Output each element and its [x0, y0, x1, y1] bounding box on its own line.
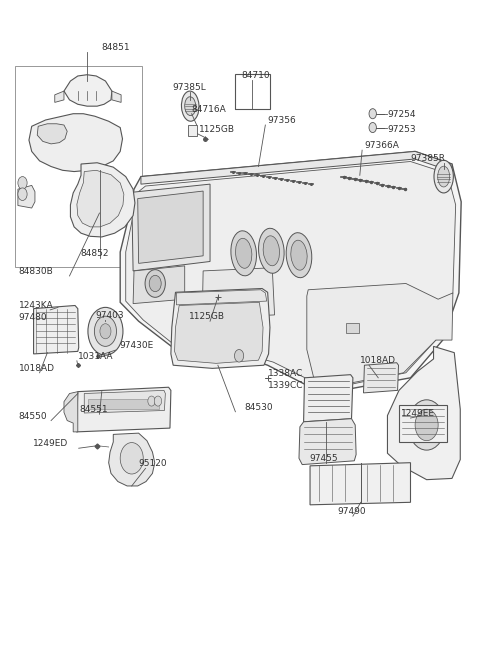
Polygon shape	[303, 375, 353, 422]
Polygon shape	[132, 184, 210, 271]
Bar	[88, 399, 159, 409]
Text: 84530: 84530	[244, 403, 273, 412]
Polygon shape	[18, 185, 35, 208]
Text: 1338AC: 1338AC	[268, 369, 303, 378]
Text: 97490: 97490	[337, 507, 366, 516]
Text: 84851: 84851	[101, 43, 130, 52]
Ellipse shape	[185, 97, 196, 115]
Polygon shape	[120, 151, 461, 390]
Text: 97455: 97455	[310, 455, 338, 463]
Text: 97385L: 97385L	[172, 83, 206, 92]
Polygon shape	[387, 346, 460, 479]
Bar	[188, 125, 197, 136]
Bar	[346, 323, 359, 333]
Text: 1125GB: 1125GB	[189, 312, 225, 321]
Polygon shape	[77, 170, 124, 227]
Text: 1249EE: 1249EE	[401, 409, 435, 418]
Text: 1018AD: 1018AD	[360, 356, 396, 365]
Circle shape	[100, 324, 111, 339]
Polygon shape	[64, 75, 112, 106]
Polygon shape	[76, 387, 171, 432]
Ellipse shape	[291, 240, 307, 270]
Polygon shape	[141, 151, 452, 184]
Polygon shape	[133, 266, 185, 304]
Circle shape	[149, 275, 161, 291]
Text: 84710: 84710	[242, 71, 270, 81]
Text: 1249ED: 1249ED	[33, 440, 68, 448]
Text: 97385R: 97385R	[410, 154, 445, 162]
Polygon shape	[175, 303, 263, 364]
Text: 97254: 97254	[387, 110, 416, 119]
Text: 84852: 84852	[81, 250, 109, 258]
Text: 84550: 84550	[19, 411, 48, 421]
Polygon shape	[138, 191, 203, 263]
Text: 97430E: 97430E	[119, 341, 154, 350]
Circle shape	[408, 400, 445, 450]
Polygon shape	[299, 419, 356, 464]
Text: 1339CC: 1339CC	[268, 381, 303, 390]
Circle shape	[145, 270, 165, 297]
Polygon shape	[37, 124, 67, 144]
Text: 97366A: 97366A	[364, 141, 399, 150]
Polygon shape	[126, 162, 456, 385]
Text: 1018AD: 1018AD	[19, 364, 55, 373]
Text: 1243KA: 1243KA	[19, 301, 53, 310]
Text: 1031AA: 1031AA	[78, 352, 113, 361]
Ellipse shape	[286, 233, 312, 278]
Polygon shape	[310, 462, 410, 505]
Ellipse shape	[236, 238, 252, 269]
Circle shape	[148, 396, 155, 406]
Polygon shape	[34, 305, 79, 354]
Circle shape	[88, 307, 123, 355]
Polygon shape	[177, 290, 267, 305]
Ellipse shape	[438, 166, 450, 187]
Circle shape	[369, 109, 376, 119]
Text: 97480: 97480	[19, 313, 48, 322]
Circle shape	[234, 350, 244, 362]
Circle shape	[95, 316, 117, 346]
Bar	[235, 74, 270, 109]
Circle shape	[369, 122, 376, 132]
Polygon shape	[399, 405, 447, 442]
Text: 95120: 95120	[138, 459, 167, 468]
Polygon shape	[29, 114, 122, 172]
Ellipse shape	[181, 91, 199, 121]
Text: 84551: 84551	[80, 405, 108, 414]
Text: 97356: 97356	[267, 116, 296, 125]
Polygon shape	[55, 91, 64, 102]
Text: 1125GB: 1125GB	[199, 125, 235, 134]
Ellipse shape	[434, 160, 453, 193]
Polygon shape	[307, 284, 453, 384]
Polygon shape	[171, 288, 270, 368]
Circle shape	[120, 443, 143, 474]
Circle shape	[18, 177, 27, 189]
Circle shape	[154, 396, 162, 406]
Ellipse shape	[231, 231, 256, 276]
Ellipse shape	[259, 229, 284, 273]
Bar	[15, 66, 142, 267]
Polygon shape	[202, 268, 275, 318]
Ellipse shape	[263, 236, 279, 266]
Text: 84716A: 84716A	[192, 105, 227, 114]
Polygon shape	[363, 363, 398, 393]
Circle shape	[18, 188, 27, 200]
Text: 97403: 97403	[96, 311, 124, 320]
Text: 97253: 97253	[387, 125, 416, 134]
Polygon shape	[112, 91, 121, 102]
Polygon shape	[84, 390, 165, 413]
Polygon shape	[108, 433, 155, 486]
Text: 84830B: 84830B	[19, 267, 54, 276]
Polygon shape	[64, 392, 78, 432]
Circle shape	[415, 409, 438, 441]
Polygon shape	[71, 162, 135, 237]
